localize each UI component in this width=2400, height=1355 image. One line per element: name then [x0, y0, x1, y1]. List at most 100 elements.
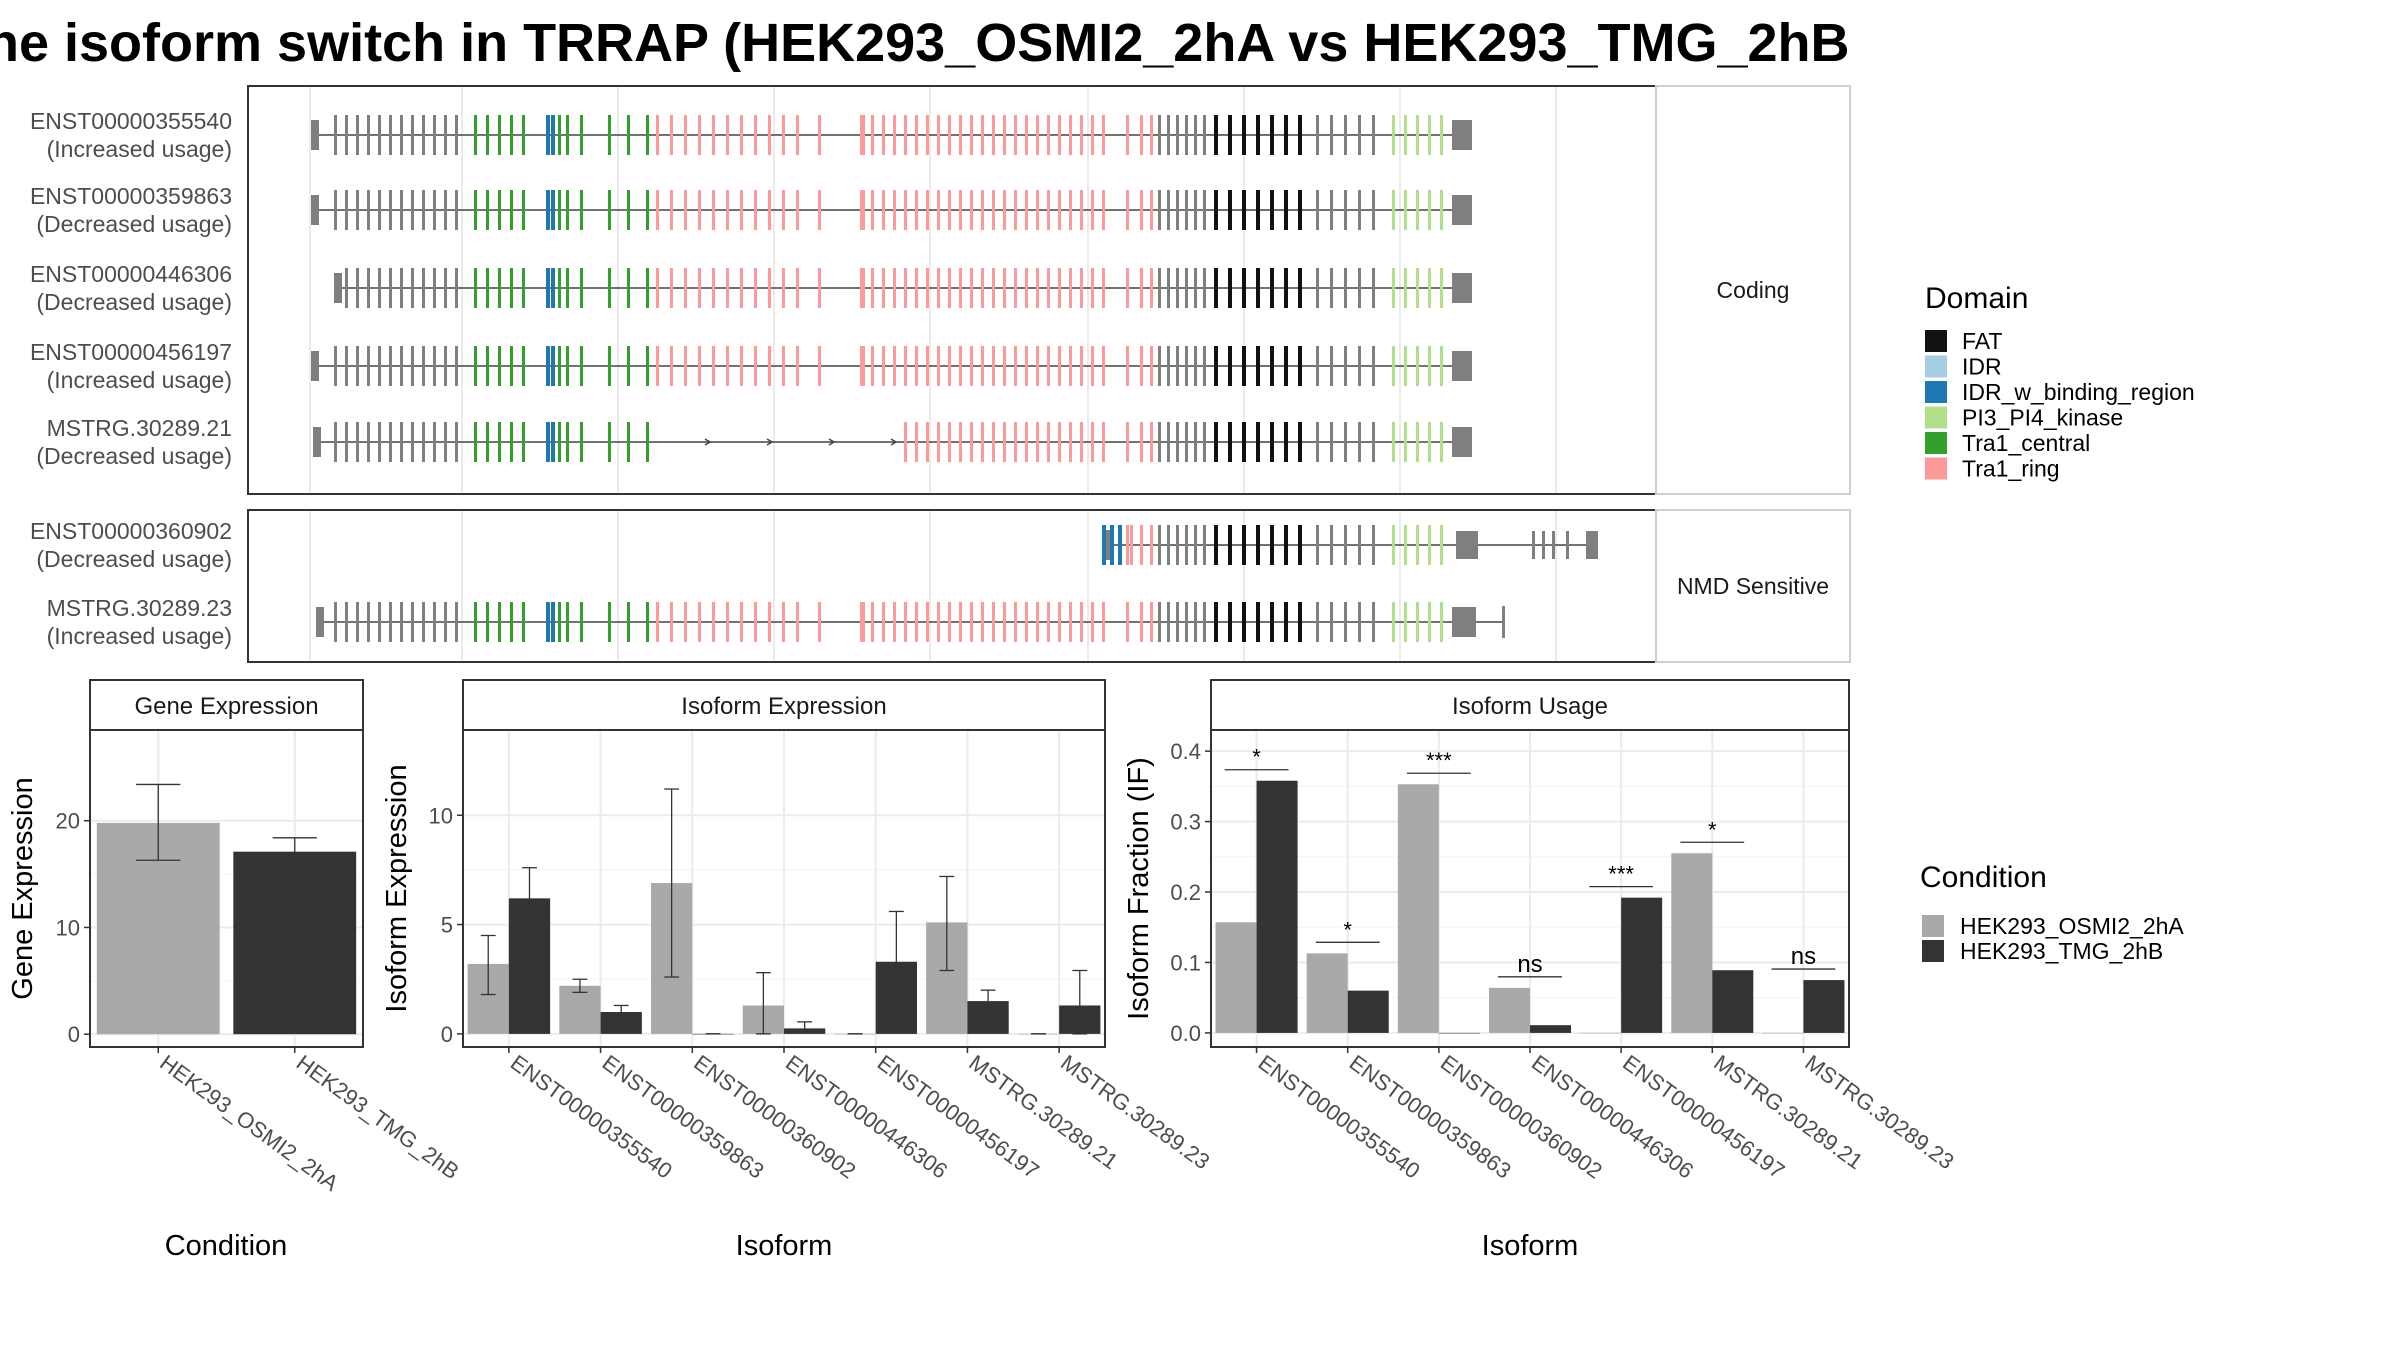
exon — [510, 115, 513, 155]
exon — [510, 190, 513, 230]
exon — [656, 190, 659, 230]
exon — [1167, 346, 1170, 386]
exon — [981, 268, 984, 308]
exon — [1344, 190, 1347, 230]
bar — [1438, 1032, 1480, 1034]
exon — [646, 602, 649, 642]
exon-utr — [1456, 531, 1478, 559]
exon — [1025, 602, 1028, 642]
exon — [1214, 525, 1218, 565]
exon — [712, 602, 715, 642]
exon-utr — [311, 120, 319, 150]
exon — [1069, 115, 1072, 155]
transcript-id-label: ENST00000359863 — [30, 183, 232, 209]
exon — [1140, 525, 1143, 565]
exon — [656, 268, 659, 308]
exon — [1126, 525, 1129, 565]
exon — [1036, 268, 1039, 308]
exon — [580, 346, 583, 386]
exon — [1392, 602, 1395, 642]
chart-title-strip — [1210, 679, 1850, 731]
transcript-track — [311, 346, 1472, 386]
exon — [1158, 525, 1161, 565]
exon — [444, 346, 447, 386]
exon — [937, 602, 940, 642]
transcript-usage-label: (Increased usage) — [47, 623, 232, 649]
domain-legend-key — [1925, 432, 1947, 454]
y-tick-label: 5 — [441, 913, 453, 938]
exon — [1003, 602, 1006, 642]
exon — [937, 115, 940, 155]
exon — [1428, 115, 1431, 155]
exon — [498, 422, 501, 462]
exon — [1150, 602, 1153, 642]
significance-label: * — [1252, 745, 1261, 770]
bar — [559, 985, 601, 1034]
exon — [1316, 115, 1319, 155]
exon — [698, 346, 701, 386]
exon — [1256, 602, 1260, 642]
exon — [546, 602, 550, 642]
exon — [1036, 602, 1039, 642]
exon — [818, 115, 821, 155]
exon — [1330, 602, 1333, 642]
chart-title-strip — [89, 679, 364, 731]
exon — [1014, 346, 1017, 386]
exon — [1194, 268, 1197, 308]
exon — [1025, 190, 1028, 230]
exon — [1150, 190, 1153, 230]
exon — [546, 268, 550, 308]
exon — [904, 346, 907, 386]
exon — [740, 268, 743, 308]
exon — [1270, 346, 1274, 386]
exon — [670, 346, 673, 386]
exon — [400, 602, 403, 642]
exon — [1404, 115, 1407, 155]
exon — [1392, 422, 1395, 462]
exon — [1440, 422, 1443, 462]
exon — [1110, 525, 1114, 565]
exon — [768, 115, 771, 155]
condition-legend-key — [1922, 940, 1944, 962]
exon — [754, 190, 757, 230]
exon — [558, 190, 561, 230]
exon — [670, 190, 673, 230]
exon — [433, 190, 436, 230]
exon-utr — [1586, 531, 1598, 559]
exon — [1167, 115, 1170, 155]
exon — [345, 422, 348, 462]
exon — [782, 268, 785, 308]
exon — [893, 190, 896, 230]
exon — [1256, 422, 1260, 462]
exon — [1126, 268, 1129, 308]
exon — [1440, 602, 1443, 642]
exon — [1298, 190, 1302, 230]
exon — [444, 422, 447, 462]
exon — [882, 602, 885, 642]
exon — [422, 346, 425, 386]
exon — [1416, 602, 1419, 642]
exon — [1036, 190, 1039, 230]
y-tick-label: 0.2 — [1170, 880, 1201, 905]
exon — [1416, 422, 1419, 462]
exon — [522, 346, 525, 386]
exon — [1194, 422, 1197, 462]
exon — [1102, 268, 1105, 308]
exon — [1069, 190, 1072, 230]
exon — [1158, 190, 1161, 230]
exon — [486, 190, 489, 230]
transcript-usage-label: (Decreased usage) — [36, 289, 232, 315]
exon — [345, 115, 348, 155]
exon — [580, 422, 583, 462]
exon — [522, 115, 525, 155]
domain-legend-key — [1925, 381, 1947, 403]
exon — [1185, 115, 1188, 155]
facet-label: NMD Sensitive — [1677, 573, 1829, 599]
exon — [1047, 190, 1050, 230]
transcript-id-label: ENST00000446306 — [30, 261, 232, 287]
exon — [1150, 346, 1153, 386]
exon — [433, 422, 436, 462]
domain-legend-key — [1925, 355, 1947, 378]
exon — [411, 115, 414, 155]
exon — [684, 268, 687, 308]
